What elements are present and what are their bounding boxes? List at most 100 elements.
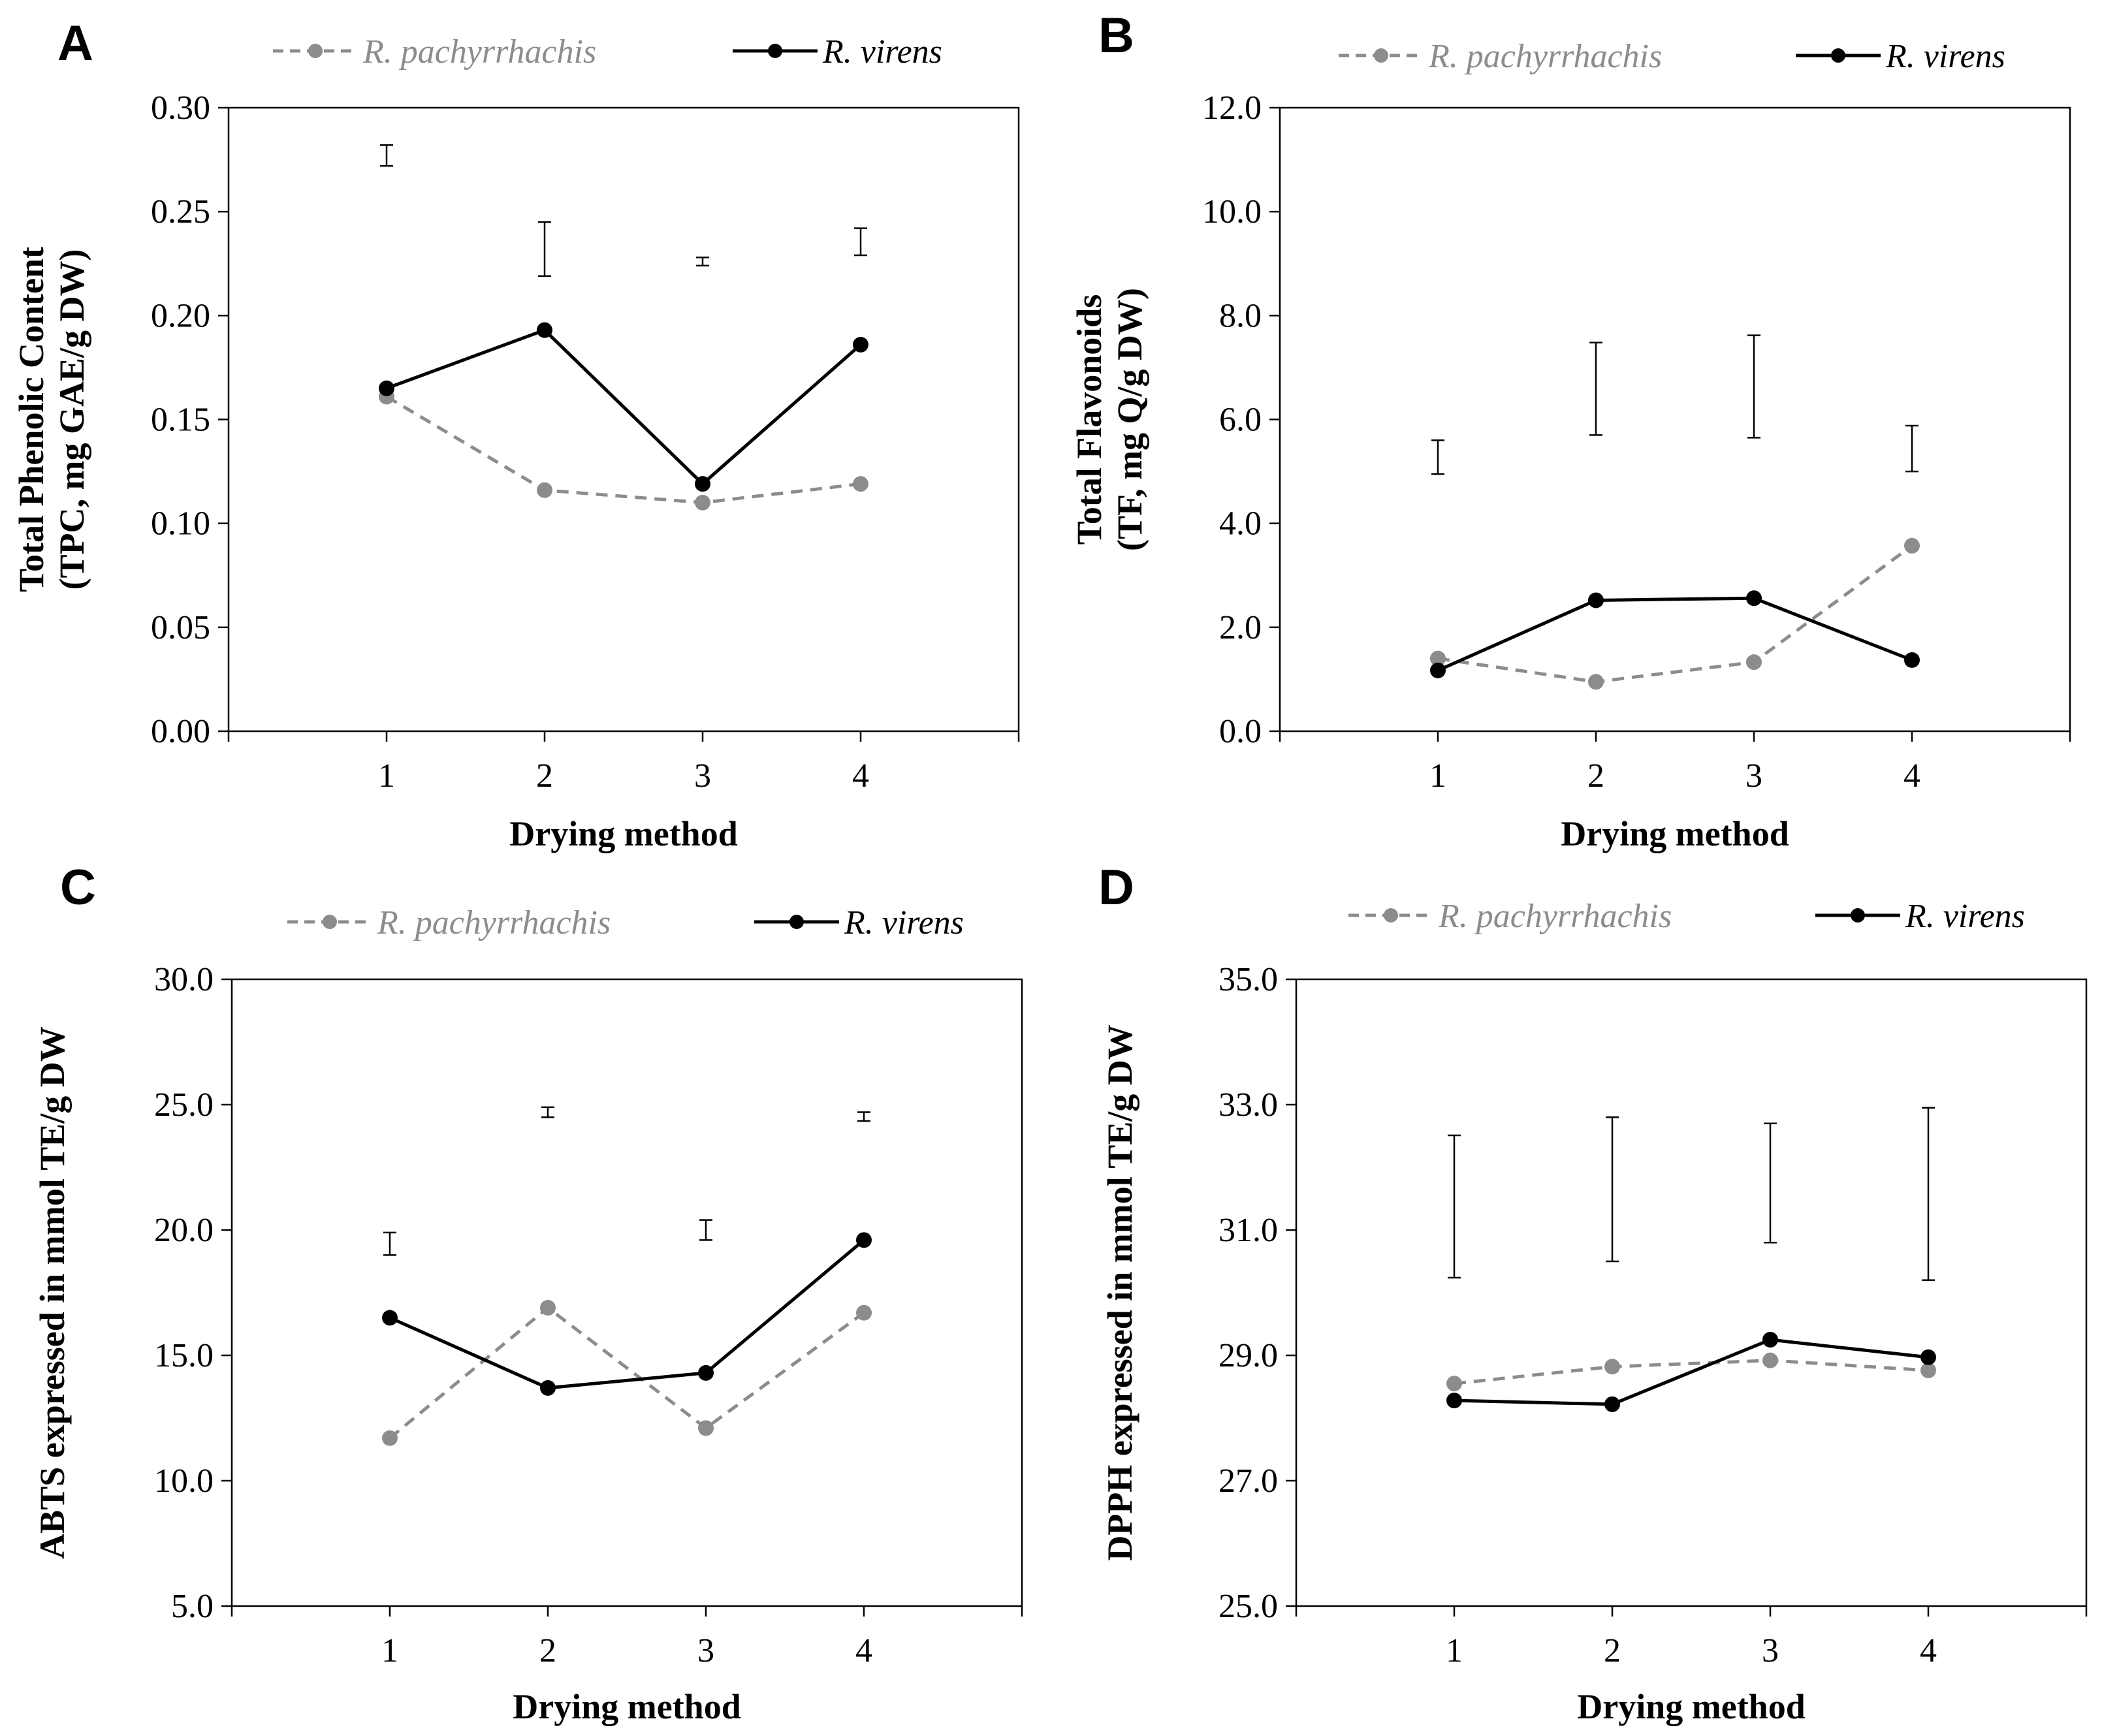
legend-marker [1374, 48, 1388, 63]
error-bar [1747, 334, 1760, 439]
panel-letter: B [1098, 8, 1134, 63]
legend-marker [1384, 908, 1398, 923]
panel-C: C R. pachyrrhachis R. virens 5.0 10.0 15.0 20.… [33, 860, 1023, 1726]
y-tick-label: 0.0 [1219, 713, 1262, 750]
y-tick-label: 10.0 [154, 1462, 214, 1500]
legend-label: R. virens [822, 33, 942, 71]
x-tick-label: 3 [1762, 1632, 1779, 1669]
y-axis-title-line: (TF, mg Q/g DW) [1110, 288, 1149, 551]
data-point [853, 336, 868, 353]
y-axis-title: Total Flavonoids(TF, mg Q/g DW) [1070, 288, 1149, 551]
series-line-virens [386, 328, 862, 486]
x-axis-title: Drying method [513, 1687, 741, 1726]
y-axis-title-line: ABTS expressed in mmol TE/g DW [33, 1026, 72, 1559]
error-bar [1606, 1116, 1619, 1263]
series-line-pachyrrhachis [1437, 544, 1913, 684]
y-axis-title: DPPH expressed in mmol TE/g DW [1100, 1024, 1139, 1561]
data-point [1430, 650, 1446, 667]
data-point [382, 1430, 398, 1446]
data-point [698, 1420, 714, 1436]
legend-marker [1831, 48, 1845, 63]
error-bar [1589, 341, 1602, 436]
x-axis-title: Drying method [509, 814, 738, 853]
legend-marker [1851, 908, 1865, 923]
legend-entry: R. pachyrrhachis [1339, 38, 1662, 75]
legend-entry: R. virens [733, 33, 942, 71]
error-bar [1764, 1122, 1777, 1244]
error-bar [1431, 439, 1444, 475]
y-tick-label: 27.0 [1218, 1462, 1278, 1500]
legend-entry: R. virens [1815, 898, 2025, 935]
panel-letter: D [1098, 860, 1134, 915]
legend-entry: R. pachyrrhachis [1348, 898, 1672, 935]
data-point [1446, 1376, 1462, 1392]
y-tick-label: 31.0 [1218, 1212, 1278, 1249]
panel-D: DR. pachyrrhachis R. virens25.027.029.031… [1098, 860, 2088, 1726]
y-axis-title: ABTS expressed in mmol TE/g DW [33, 1026, 72, 1559]
legend-label: R. virens [844, 904, 964, 941]
series-line-virens [1454, 1338, 1929, 1406]
error-bar [541, 1106, 554, 1118]
x-tick-label: 2 [539, 1632, 556, 1669]
data-point [1746, 654, 1762, 671]
y-axis-title-line: DPPH expressed in mmol TE/g DW [1100, 1024, 1139, 1561]
legend-entry: R. pachyrrhachis [287, 904, 611, 941]
error-bar [696, 256, 709, 267]
legend-label: R. pachyrrhachis [1428, 38, 1662, 75]
x-tick-label: 2 [1587, 757, 1604, 795]
legend-label: R. virens [1885, 38, 2005, 75]
data-point [1588, 592, 1604, 608]
y-tick-label: 5.0 [171, 1588, 214, 1625]
y-axis-title-line: Total Flavonoids [1070, 294, 1109, 545]
series-line-pachyrrhachis [385, 395, 861, 505]
panel-letter: C [60, 860, 96, 915]
error-bar [538, 221, 551, 277]
plot-frame [1295, 978, 2088, 1607]
x-tick-label: 4 [852, 757, 869, 795]
y-tick-label: 0.30 [151, 89, 210, 127]
plot-frame [231, 978, 1023, 1607]
legend-marker [308, 44, 323, 58]
legend-label: R. pachyrrhachis [377, 904, 611, 941]
data-point [1920, 1349, 1936, 1365]
y-tick-label: 25.0 [1218, 1588, 1278, 1625]
data-point [856, 1304, 872, 1321]
y-axis-title-line: (TPC, mg GAE/g DW) [52, 249, 91, 590]
y-axis-title-line: Total Phenolic Content [12, 247, 51, 592]
x-tick-label: 2 [536, 757, 553, 795]
series-line-virens [1437, 596, 1913, 672]
y-tick-label: 12.0 [1202, 89, 1262, 127]
y-tick-label: 8.0 [1219, 297, 1262, 334]
legend-label: R. pachyrrhachis [362, 33, 596, 71]
x-axis-title: Drying method [1561, 814, 1789, 853]
error-bar [857, 1111, 870, 1122]
data-point [1604, 1359, 1620, 1375]
x-tick-label: 1 [1429, 757, 1446, 795]
panel-B: B R. pachyrrhachis R. virens 0.0 2.0 4.0 6.0 8.… [1070, 8, 2071, 853]
y-tick-label: 15.0 [154, 1337, 214, 1374]
x-tick-label: 1 [1446, 1632, 1463, 1669]
y-tick-label: 20.0 [154, 1212, 214, 1249]
y-tick-label: 29.0 [1218, 1337, 1278, 1374]
legend-entry: R. virens [754, 904, 964, 941]
y-tick-label: 0.15 [151, 402, 210, 439]
x-tick-label: 1 [378, 757, 395, 795]
x-tick-label: 4 [1920, 1632, 1937, 1669]
y-tick-label: 0.25 [151, 193, 210, 230]
y-tick-label: 2.0 [1219, 609, 1262, 646]
y-tick-label: 33.0 [1218, 1086, 1278, 1124]
error-bar [1905, 424, 1919, 473]
data-point [537, 482, 552, 498]
y-tick-label: 0.10 [151, 505, 210, 543]
x-tick-label: 3 [697, 1632, 714, 1669]
data-point [1920, 1363, 1936, 1379]
data-point [1762, 1352, 1778, 1368]
data-point [853, 476, 868, 492]
y-tick-label: 6.0 [1219, 402, 1262, 439]
data-point [1430, 662, 1446, 678]
error-bar [854, 227, 867, 257]
error-bar [699, 1219, 712, 1241]
data-point [382, 1310, 398, 1326]
data-point [1446, 1393, 1462, 1409]
